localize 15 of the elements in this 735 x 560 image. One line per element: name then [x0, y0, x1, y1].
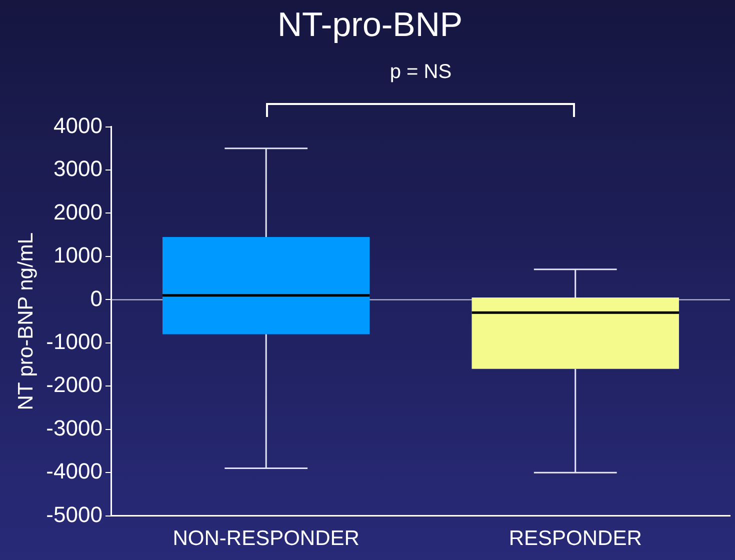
y-tick-label: -1000	[46, 328, 102, 354]
y-tick-label: 1000	[54, 242, 102, 268]
y-tick-label: 2000	[54, 199, 102, 224]
y-tick-label: 4000	[54, 112, 102, 138]
y-axis-title: NT pro-BNP ng/mL	[14, 232, 38, 410]
x-tick-label: NON-RESPONDER	[172, 527, 360, 550]
text: p = NS	[390, 60, 452, 84]
y-tick-label: 0	[90, 286, 102, 311]
x-tick-label: RESPONDER	[508, 527, 642, 550]
y-tick-label: -4000	[46, 458, 102, 484]
chart-title: NT-pro-BNP	[277, 6, 463, 44]
y-tick-label: -5000	[46, 502, 102, 527]
y-tick-label: 3000	[54, 156, 102, 182]
y-tick-label: -3000	[46, 415, 102, 440]
y-tick-label: -2000	[46, 372, 102, 398]
